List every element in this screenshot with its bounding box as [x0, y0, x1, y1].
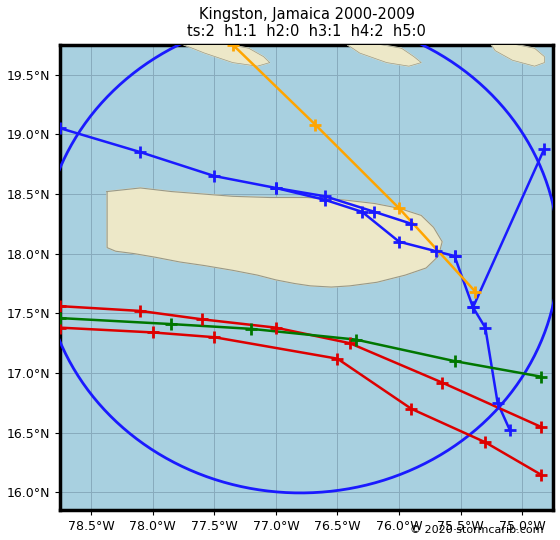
- Polygon shape: [107, 188, 442, 287]
- Polygon shape: [492, 45, 544, 66]
- Polygon shape: [184, 45, 270, 66]
- Title: Kingston, Jamaica 2000-2009
ts:2  h1:1  h2:0  h3:1  h4:2  h5:0: Kingston, Jamaica 2000-2009 ts:2 h1:1 h2…: [187, 7, 426, 39]
- Polygon shape: [347, 45, 421, 66]
- Text: © 2020 stormcarib.com: © 2020 stormcarib.com: [410, 524, 543, 535]
